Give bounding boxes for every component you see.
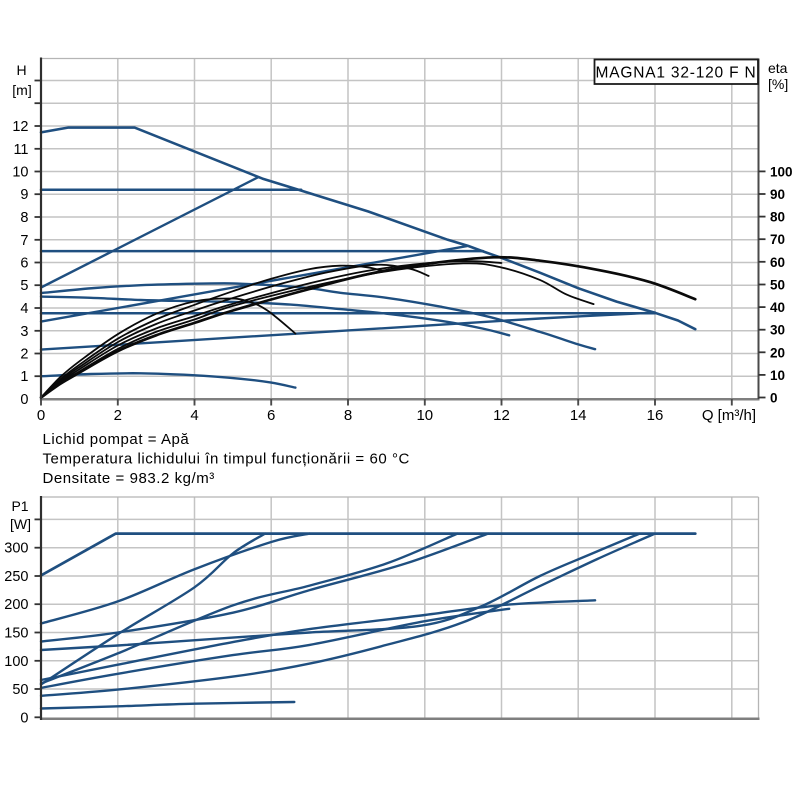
svg-text:0: 0: [770, 391, 778, 406]
svg-text:50: 50: [770, 278, 785, 293]
svg-text:5: 5: [20, 278, 28, 294]
svg-text:Lichid pompat = Apă: Lichid pompat = Apă: [43, 431, 190, 448]
svg-text:2: 2: [20, 347, 28, 363]
svg-text:7: 7: [20, 233, 28, 249]
svg-text:4: 4: [20, 301, 28, 317]
svg-text:[W]: [W]: [10, 516, 31, 532]
svg-text:70: 70: [770, 232, 785, 247]
svg-text:0: 0: [20, 710, 28, 726]
svg-text:8: 8: [344, 407, 352, 424]
svg-text:Q [m³/h]: Q [m³/h]: [702, 407, 756, 424]
svg-text:30: 30: [770, 323, 785, 338]
svg-text:10: 10: [12, 165, 28, 181]
svg-text:1: 1: [20, 369, 28, 385]
svg-text:3: 3: [20, 324, 28, 340]
svg-text:8: 8: [20, 210, 28, 226]
svg-text:90: 90: [770, 187, 785, 202]
svg-text:11: 11: [13, 142, 28, 158]
svg-text:10: 10: [770, 368, 785, 383]
svg-text:2: 2: [114, 407, 122, 424]
svg-text:60: 60: [770, 255, 785, 270]
svg-text:6: 6: [20, 256, 28, 272]
svg-text:16: 16: [647, 407, 664, 424]
svg-text:80: 80: [770, 210, 785, 225]
svg-text:6: 6: [267, 407, 275, 424]
svg-text:H: H: [16, 62, 26, 78]
svg-text:150: 150: [4, 626, 28, 642]
svg-text:20: 20: [770, 345, 785, 360]
svg-text:Densitate = 983.2 kg/m³: Densitate = 983.2 kg/m³: [43, 470, 215, 487]
svg-text:14: 14: [570, 407, 587, 424]
svg-text:[m]: [m]: [12, 82, 31, 98]
svg-text:200: 200: [4, 597, 28, 613]
svg-text:50: 50: [12, 682, 28, 698]
svg-text:Temperatura lichidului în timp: Temperatura lichidului în timpul funcțio…: [43, 451, 410, 468]
svg-text:0: 0: [37, 407, 45, 424]
svg-text:12: 12: [493, 407, 510, 424]
svg-text:4: 4: [190, 407, 198, 424]
svg-text:100: 100: [4, 654, 28, 670]
svg-text:40: 40: [770, 300, 785, 315]
svg-text:0: 0: [20, 392, 28, 408]
svg-text:P1: P1: [11, 498, 28, 514]
svg-text:250: 250: [4, 569, 28, 585]
svg-text:100: 100: [770, 164, 793, 179]
svg-text:MAGNA1 32-120 F N: MAGNA1 32-120 F N: [596, 65, 757, 82]
svg-text:9: 9: [20, 187, 28, 203]
svg-text:12: 12: [12, 119, 28, 135]
svg-text:10: 10: [416, 407, 433, 424]
svg-text:300: 300: [4, 541, 28, 557]
svg-text:[%]: [%]: [768, 76, 788, 92]
svg-text:eta: eta: [768, 60, 788, 76]
